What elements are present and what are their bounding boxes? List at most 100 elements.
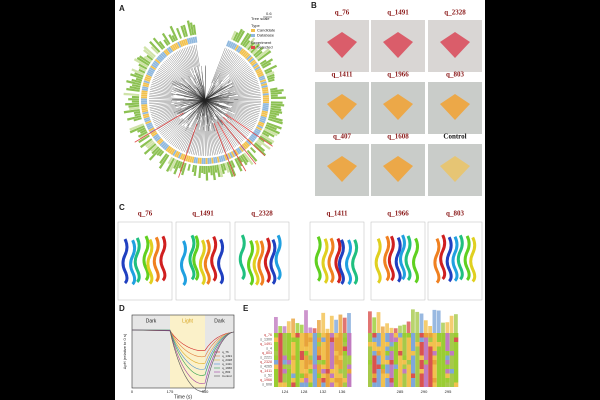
alignment-cell [454, 346, 459, 351]
type-ring-cell [161, 51, 168, 58]
helix [152, 236, 160, 283]
legend-item: q_803 [222, 370, 231, 374]
alignment-cell [338, 333, 343, 338]
type-ring-cell [151, 63, 158, 69]
outer-ring-cell [265, 71, 275, 77]
alignment-cell [286, 373, 292, 378]
alignment-cell [380, 378, 386, 383]
outer-ring-cell [186, 20, 193, 36]
outer-ring-cell [143, 49, 155, 59]
alignment-cell [321, 364, 326, 369]
tree-branch [175, 52, 192, 78]
alignment-cell [274, 373, 279, 378]
tree-branch [197, 72, 206, 101]
alignment-cell [380, 342, 386, 347]
tree-branch [230, 107, 259, 116]
tree-branch [182, 111, 201, 152]
alignment-cell [304, 355, 309, 360]
x-tick-label: 0 [131, 389, 134, 394]
alignment-cell [368, 382, 373, 387]
alignment-cell [406, 333, 411, 338]
alignment-cell [291, 342, 296, 347]
alignment-cell [449, 346, 454, 351]
alignment-cell [278, 369, 283, 374]
tree-branch [210, 125, 219, 155]
alignment-cell [445, 337, 450, 342]
tree-branch [204, 82, 222, 101]
alignment-cell [291, 337, 296, 342]
tree-branch [180, 49, 191, 70]
outer-ring-cell [259, 59, 267, 65]
tree-branch [226, 104, 260, 113]
alignment-cell [376, 351, 381, 356]
type-ring-cell [199, 157, 202, 164]
alignment-cell [393, 337, 399, 342]
logo-letter [454, 314, 458, 333]
alignment-cell [389, 337, 394, 342]
outer-ring-cell [224, 162, 230, 173]
tree-branch [166, 110, 195, 141]
alignment-cell [308, 369, 313, 374]
alignment-cell [454, 337, 459, 342]
alignment-cell [436, 364, 442, 369]
alignment-cell [295, 342, 300, 347]
tree-branch [188, 46, 197, 73]
outer-ring-cell [137, 131, 148, 138]
logo-letter [291, 318, 295, 333]
tree-branch [229, 121, 247, 138]
outer-ring-cell [171, 34, 177, 42]
y-axis-label: ΔpH (relative to 0 s) [122, 333, 127, 369]
type-ring-cell [262, 103, 269, 106]
alignment-cell [432, 333, 437, 338]
alignment-cell [402, 346, 407, 351]
outer-ring-cell [143, 55, 152, 63]
tree-branch [150, 104, 185, 113]
alignment-cell [334, 378, 339, 383]
outer-ring-cell [261, 131, 270, 138]
tree-branch [171, 127, 186, 146]
alignment-cell [411, 355, 416, 360]
helix [238, 234, 246, 281]
alignment-cell [445, 373, 450, 378]
type-ring-cell [157, 55, 164, 62]
alignment-cell [398, 369, 403, 374]
type-ring-cell [262, 95, 269, 98]
alignment-cell [299, 346, 305, 351]
x-tick-label: 175 [167, 389, 174, 394]
helix [321, 238, 329, 284]
logo-letter [295, 323, 300, 333]
helix [412, 237, 420, 284]
tree-branch [187, 46, 201, 86]
type-ring-cell [156, 137, 163, 144]
logo-letter [441, 322, 445, 333]
sequence-name: q_2328 [260, 360, 272, 364]
alignment-cell [329, 373, 335, 378]
tree-branch [204, 80, 230, 101]
tree-branch [165, 59, 186, 80]
alignment-cell [406, 351, 411, 356]
logo-letter [334, 319, 338, 333]
alignment-cell [334, 346, 339, 351]
alignment-cell [282, 355, 287, 360]
alignment-cell [308, 346, 313, 351]
tree-branch [211, 130, 217, 155]
alignment-cell [436, 342, 442, 347]
alignment-cell [376, 342, 381, 347]
type-ring-cell [226, 40, 230, 47]
tree-branch [173, 123, 190, 147]
alignment-cell [402, 382, 407, 387]
tree-branch [221, 105, 258, 119]
sample-label: q_1411 [331, 71, 353, 79]
alignment-cell [325, 378, 330, 383]
alignment-cell [402, 342, 407, 347]
type-ring-cell [201, 157, 204, 164]
alignment-cell [325, 351, 330, 356]
type-ring-cell [255, 67, 262, 73]
alignment-cell [449, 373, 454, 378]
alignment-cell [338, 337, 343, 342]
logo-letter [282, 326, 287, 333]
tree-branch [182, 48, 197, 81]
alignment-cell [402, 369, 407, 374]
outer-ring-cell [134, 113, 141, 117]
sequence-name: s_2221 [260, 355, 272, 359]
